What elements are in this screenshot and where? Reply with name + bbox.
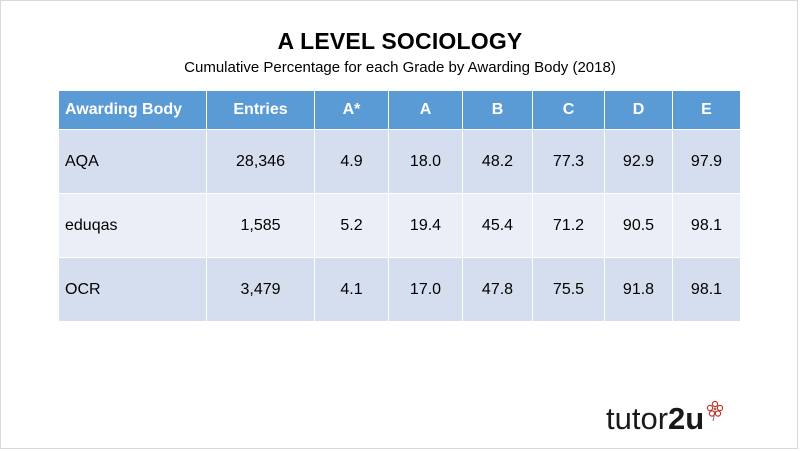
cell-grade-a-star: 5.2 <box>314 193 389 258</box>
cell-grade-a-star: 4.9 <box>314 129 389 194</box>
cell-grade-b: 47.8 <box>462 257 533 322</box>
cell-grade-c: 77.3 <box>532 129 605 194</box>
cell-grade-d: 90.5 <box>604 193 673 258</box>
header-awarding-body: Awarding Body <box>58 90 207 130</box>
cell-grade-b: 48.2 <box>462 129 533 194</box>
cell-grade-a: 18.0 <box>388 129 463 194</box>
logo-wordmark: tutor2u <box>606 403 704 434</box>
cell-grade-d: 92.9 <box>604 129 673 194</box>
header-grade-e: E <box>672 90 741 130</box>
header-grade-d: D <box>604 90 673 130</box>
header-entries: Entries <box>206 90 315 130</box>
table-row: eduqas 1,585 5.2 19.4 45.4 71.2 90.5 98.… <box>58 193 741 258</box>
header-grade-a-star: A* <box>314 90 389 130</box>
cell-grade-b: 45.4 <box>462 193 533 258</box>
cell-entries: 28,346 <box>206 129 315 194</box>
grades-table: Awarding Body Entries A* A B C D E AQA 2… <box>58 90 741 322</box>
header-grade-b: B <box>462 90 533 130</box>
cell-entries: 1,585 <box>206 193 315 258</box>
cell-awarding-body: AQA <box>58 129 207 194</box>
cell-awarding-body: OCR <box>58 257 207 322</box>
flower-icon <box>707 400 724 422</box>
cell-grade-d: 91.8 <box>604 257 673 322</box>
cell-grade-a: 17.0 <box>388 257 463 322</box>
header-grade-c: C <box>532 90 605 130</box>
header-grade-a: A <box>388 90 463 130</box>
table-row: OCR 3,479 4.1 17.0 47.8 75.5 91.8 98.1 <box>58 257 741 322</box>
cell-entries: 3,479 <box>206 257 315 322</box>
slide-title: A LEVEL SOCIOLOGY <box>277 28 523 54</box>
slide-subtitle: Cumulative Percentage for each Grade by … <box>184 59 616 76</box>
cell-grade-a-star: 4.1 <box>314 257 389 322</box>
cell-grade-e: 98.1 <box>672 257 741 322</box>
cell-grade-c: 75.5 <box>532 257 605 322</box>
table-row: AQA 28,346 4.9 18.0 48.2 77.3 92.9 97.9 <box>58 129 741 194</box>
cell-grade-e: 97.9 <box>672 129 741 194</box>
logo-suffix: 2u <box>668 401 705 436</box>
table-header-row: Awarding Body Entries A* A B C D E <box>58 90 741 130</box>
tutor2u-logo: tutor2u <box>606 398 724 434</box>
cell-awarding-body: eduqas <box>58 193 207 258</box>
cell-grade-e: 98.1 <box>672 193 741 258</box>
cell-grade-a: 19.4 <box>388 193 463 258</box>
logo-prefix: tutor <box>606 401 669 436</box>
cell-grade-c: 71.2 <box>532 193 605 258</box>
